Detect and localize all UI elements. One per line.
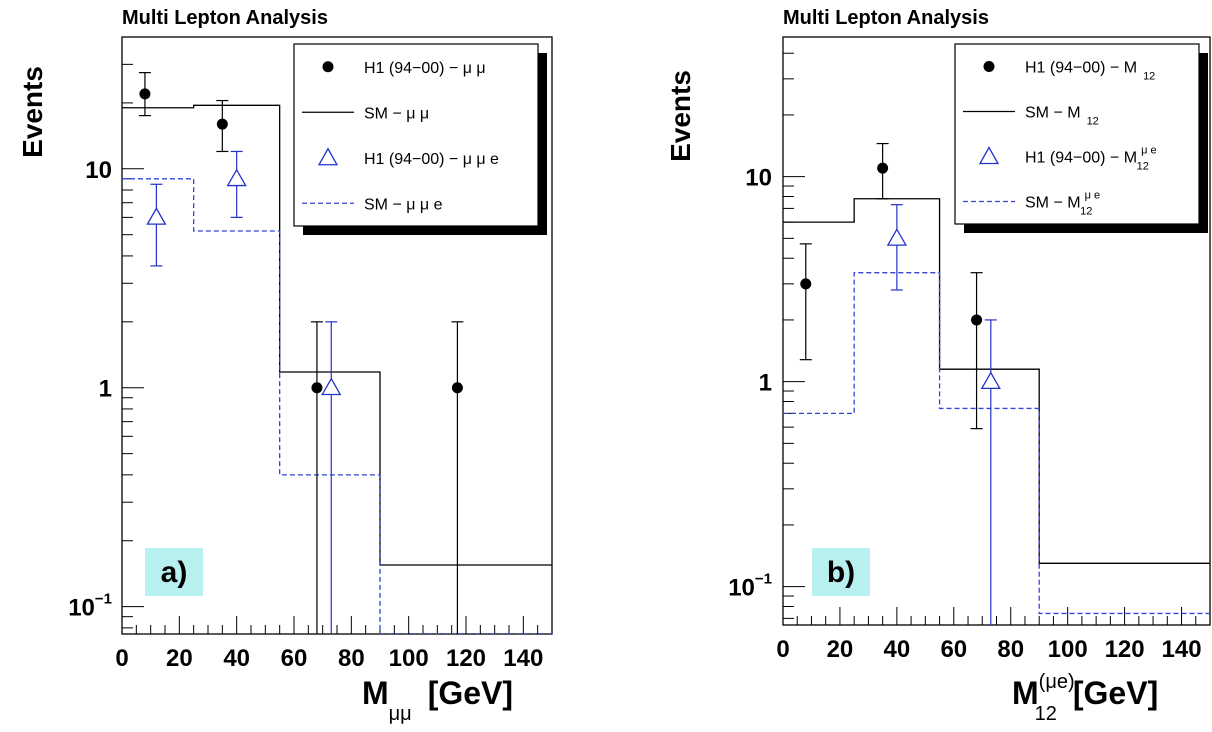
y-axis-title: Events bbox=[665, 70, 696, 162]
panel-label: a) bbox=[161, 556, 188, 589]
legend-box bbox=[954, 43, 1200, 225]
data-point-dot bbox=[971, 314, 983, 326]
sm-mue-histogram bbox=[122, 178, 552, 634]
x-tick-label: 100 bbox=[1048, 636, 1088, 663]
y-tick-label: 10 bbox=[85, 157, 112, 184]
y-tick-label: 10−1 bbox=[728, 571, 772, 602]
legend-text-main: H1 (94−00) − M bbox=[1025, 60, 1137, 77]
legend-text-sup: μ e bbox=[1085, 190, 1101, 202]
legend-text: SM − μ μ e bbox=[364, 196, 443, 213]
legend-text-sub: 12 bbox=[1087, 116, 1099, 128]
y-tick-label-exponent: −1 bbox=[95, 591, 112, 608]
x-axis-title-sup: (μe) bbox=[1039, 671, 1075, 693]
data-layer bbox=[122, 72, 552, 634]
legend: H1 (94−00) − μ μ SM − μ μ H1 (94−00) − μ μ… bbox=[293, 43, 547, 235]
legend-text: H1 (94−00) − M 12 bbox=[1025, 60, 1155, 83]
x-tick-label: 0 bbox=[115, 645, 128, 672]
legend-text-main: SM − μ μ bbox=[364, 105, 429, 122]
panel-label-box bbox=[145, 548, 203, 596]
legend-text: SM − μ μ bbox=[364, 105, 429, 122]
legend-text: H1 (94−00) − M μ e 12 bbox=[1025, 145, 1157, 173]
x-tick-label: 80 bbox=[997, 636, 1024, 663]
x-tick-label: 20 bbox=[166, 645, 193, 672]
data-layer bbox=[783, 142, 1210, 625]
data-point-dot bbox=[216, 118, 228, 130]
data-point-triangle bbox=[146, 207, 167, 225]
legend-text-main: H1 (94−00) − M bbox=[1025, 150, 1137, 167]
y-tick-label: 10−1 bbox=[68, 591, 112, 622]
data-point-triangle bbox=[886, 228, 907, 246]
x-tick-label: 60 bbox=[281, 645, 308, 672]
x-axis-title-unit: [GeV] bbox=[428, 675, 513, 711]
x-tick-label: 60 bbox=[940, 636, 967, 663]
y-tick-label-exponent: −1 bbox=[755, 571, 772, 588]
x-tick-label: 80 bbox=[338, 645, 365, 672]
x-tick-label: 120 bbox=[446, 645, 486, 672]
legend-text-main: SM − μ μ e bbox=[364, 196, 443, 213]
panel-label: b) bbox=[827, 556, 855, 589]
x-axis-title-sub: μμ bbox=[389, 703, 412, 725]
data-point-triangle bbox=[321, 377, 342, 396]
y-tick-label: 1 bbox=[99, 376, 112, 403]
panel-label-box bbox=[812, 548, 870, 596]
legend-text-sup: μ e bbox=[1141, 145, 1157, 157]
chart-title: Multi Lepton Analysis bbox=[783, 7, 989, 29]
legend-box bbox=[293, 43, 539, 227]
x-tick-label: 100 bbox=[389, 645, 429, 672]
legend-text-sub: 12 bbox=[1137, 161, 1149, 173]
y-axis-title: Events bbox=[17, 66, 48, 158]
legend-text-main: H1 (94−00) − μ μ bbox=[364, 60, 486, 77]
sm-mumu-histogram bbox=[783, 198, 1210, 564]
legend-text-sub: 12 bbox=[1143, 71, 1155, 83]
legend-text-sub: 12 bbox=[1080, 206, 1092, 218]
x-ticks bbox=[782, 607, 1211, 625]
x-axis-title-main: M bbox=[362, 675, 389, 711]
y-tick-label: 10 bbox=[745, 165, 772, 192]
y-tick-label: 1 bbox=[759, 370, 772, 397]
x-ticks bbox=[121, 616, 553, 634]
x-tick-label: 40 bbox=[223, 645, 250, 672]
x-tick-label: 140 bbox=[503, 645, 543, 672]
data-point-dot bbox=[877, 162, 889, 174]
x-tick-label: 40 bbox=[884, 636, 911, 663]
y-tick-label-base: 10 bbox=[68, 595, 95, 622]
data-point-dot bbox=[311, 382, 323, 394]
data-point-dot bbox=[800, 278, 812, 290]
y-ticks bbox=[122, 36, 144, 629]
data-point-dot bbox=[451, 382, 463, 394]
x-axis-title: Mμμ [GeV] bbox=[362, 675, 513, 725]
x-tick-label: 20 bbox=[827, 636, 854, 663]
y-tick-label-base: 10 bbox=[728, 575, 755, 602]
data-point-triangle bbox=[980, 371, 1001, 390]
legend-marker-triangle bbox=[978, 146, 1000, 165]
legend-marker-dot bbox=[322, 61, 334, 73]
data-point-dot bbox=[139, 88, 151, 100]
legend-text: H1 (94−00) − μ μ bbox=[364, 60, 486, 77]
legend-text-main: SM − M bbox=[1025, 105, 1081, 122]
x-tick-label: 120 bbox=[1105, 636, 1145, 663]
legend-text: SM − M 12 bbox=[1025, 105, 1099, 128]
x-tick-label: 0 bbox=[776, 636, 789, 663]
x-axis-title-sub: 12 bbox=[1035, 703, 1057, 725]
chart-title: Multi Lepton Analysis bbox=[122, 7, 328, 29]
y-ticks bbox=[783, 52, 805, 619]
data-point-triangle bbox=[226, 168, 247, 187]
x-tick-label: 140 bbox=[1162, 636, 1202, 663]
x-axis-title: M(μe) 12 [GeV] bbox=[1012, 671, 1158, 725]
legend-text-main: H1 (94−00) − μ μ e bbox=[364, 151, 499, 168]
x-axis-title-unit: [GeV] bbox=[1073, 675, 1158, 711]
legend-marker-triangle bbox=[317, 147, 339, 166]
legend-text: H1 (94−00) − μ μ e bbox=[364, 151, 499, 168]
legend-marker-dot bbox=[983, 61, 995, 72]
x-axis-title-main: M bbox=[1012, 675, 1039, 711]
legend-text: SM − M μ e 12 bbox=[1025, 190, 1100, 218]
legend-text-main: SM − M bbox=[1025, 195, 1081, 212]
